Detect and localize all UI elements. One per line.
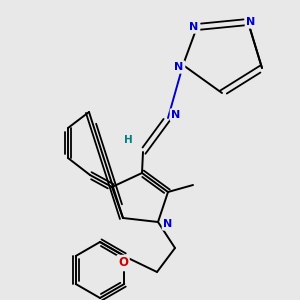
Text: N: N (246, 17, 256, 27)
Text: N: N (171, 110, 181, 120)
Text: H: H (124, 135, 132, 145)
Text: methyl: methyl (196, 184, 201, 185)
Text: N: N (174, 62, 184, 72)
Text: N: N (189, 22, 199, 32)
Text: N: N (164, 219, 172, 229)
Text: O: O (118, 256, 128, 269)
